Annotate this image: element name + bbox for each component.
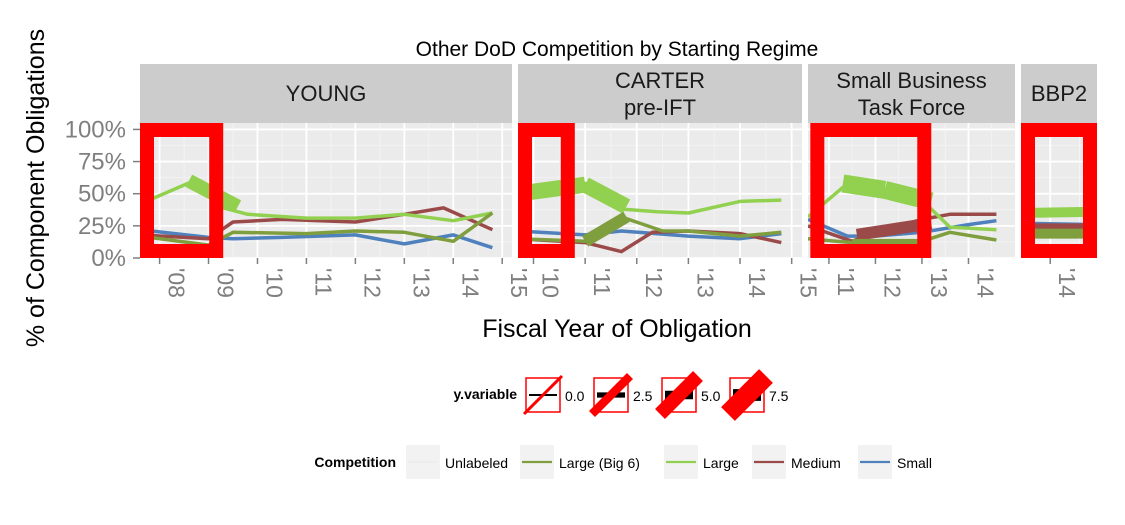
size-legend: y.variable 0.0 2.5 5.0 7.5 [453, 369, 789, 421]
y-tick-label: 100% [65, 116, 126, 143]
series-thick-segment-large_big6 [582, 211, 630, 247]
x-tick-label: '14 [744, 268, 770, 298]
size-legend-key [721, 369, 773, 421]
x-tick-label: '14 [1054, 268, 1080, 298]
x-tick-label: '10 [261, 268, 287, 298]
x-tick-label: '12 [641, 268, 667, 298]
color-legend-key [406, 445, 440, 479]
x-tick-label: '09 [213, 268, 239, 298]
series-thick-segment-large [581, 177, 631, 214]
size-legend-key-slash [588, 372, 634, 418]
color-legend: Competition Unlabeled Large (Big 6) Large Me… [314, 445, 932, 479]
color-legend-key [752, 445, 786, 479]
color-legend-key [858, 445, 892, 479]
x-tick-label: '15 [506, 268, 532, 298]
x-tick-label: '14 [457, 268, 483, 298]
x-tick-label: '11 [589, 268, 615, 296]
size-legend-key [522, 374, 564, 416]
highlight-frame [518, 123, 575, 258]
size-legend-key [655, 371, 703, 419]
facet-strip [1021, 64, 1097, 123]
x-tick-label: '11 [310, 268, 336, 296]
x-tick-label: '14 [972, 268, 998, 298]
facet-strip [808, 64, 1015, 123]
facet-strip-label: Small Business [836, 68, 986, 93]
size-legend-title: y.variable [453, 386, 517, 402]
chart-title: Other DoD Competition by Starting Regime [416, 38, 819, 61]
size-legend-label: 5.0 [701, 388, 721, 404]
facet-panel: BBP2 '14 [1021, 64, 1097, 298]
x-axis-label: Fiscal Year of Obligation [482, 315, 752, 343]
y-tick-label: 25% [78, 213, 126, 240]
size-legend-key-slash [655, 371, 703, 419]
facet-strip-label: YOUNG [286, 81, 367, 106]
y-axis: 0% 25% 50% 75% 100% [65, 116, 140, 272]
y-tick-label: 0% [91, 245, 126, 272]
x-tick-label: '13 [408, 268, 434, 298]
color-legend-title: Competition [314, 454, 396, 470]
facet-strip-label: BBP2 [1031, 81, 1087, 106]
size-legend-key-slash [522, 374, 564, 416]
facet-strip [518, 64, 802, 123]
series-line-large [518, 181, 782, 215]
size-legend-key-slash [721, 369, 773, 421]
facet-strip-label: Task Force [858, 95, 966, 120]
y-tick-label: 50% [78, 181, 126, 208]
size-legend-label: 2.5 [633, 388, 653, 404]
facet-strip-label: pre-IFT [624, 95, 696, 120]
facet-panels: YOUNG'08'09'10'11'12'13'14'15CARTERpre-I… [140, 64, 1097, 298]
x-tick-label: '10 [537, 268, 563, 298]
y-tick-label: 75% [78, 149, 126, 176]
color-legend-label: Medium [791, 455, 841, 471]
color-legend-key [520, 445, 554, 479]
series-layer [518, 176, 782, 254]
color-legend-label: Small [897, 455, 932, 471]
facet-strip [140, 64, 512, 123]
size-legend-key [588, 372, 634, 418]
facet-panel: YOUNG '08 '09 '10 '11 '12 '13 '14 '15 [140, 64, 532, 298]
x-tick-label: '13 [926, 268, 952, 298]
series-thick-segment-large [841, 174, 887, 199]
x-tick-label: '13 [692, 268, 718, 298]
size-legend-label: 7.5 [769, 388, 789, 404]
color-legend-label: Unlabeled [445, 455, 508, 471]
y-axis-label: % of Component Obligations [22, 29, 50, 347]
color-legend-label: Large [703, 455, 739, 471]
color-legend-key [664, 445, 698, 479]
x-tick-label: '08 [164, 268, 190, 298]
highlight-frame [140, 123, 224, 258]
highlight-frame [1021, 123, 1097, 258]
x-tick-label: '12 [879, 268, 905, 298]
x-tick-label: '15 [796, 268, 822, 298]
x-tick-label: '11 [833, 268, 859, 296]
size-legend-label: 0.0 [565, 388, 585, 404]
highlight-frame [810, 123, 932, 258]
series-line-large_big6 [518, 215, 782, 244]
color-legend-label: Large (Big 6) [559, 455, 640, 471]
facet-strip-label: CARTER [615, 68, 705, 93]
x-tick-label: '12 [359, 268, 385, 298]
